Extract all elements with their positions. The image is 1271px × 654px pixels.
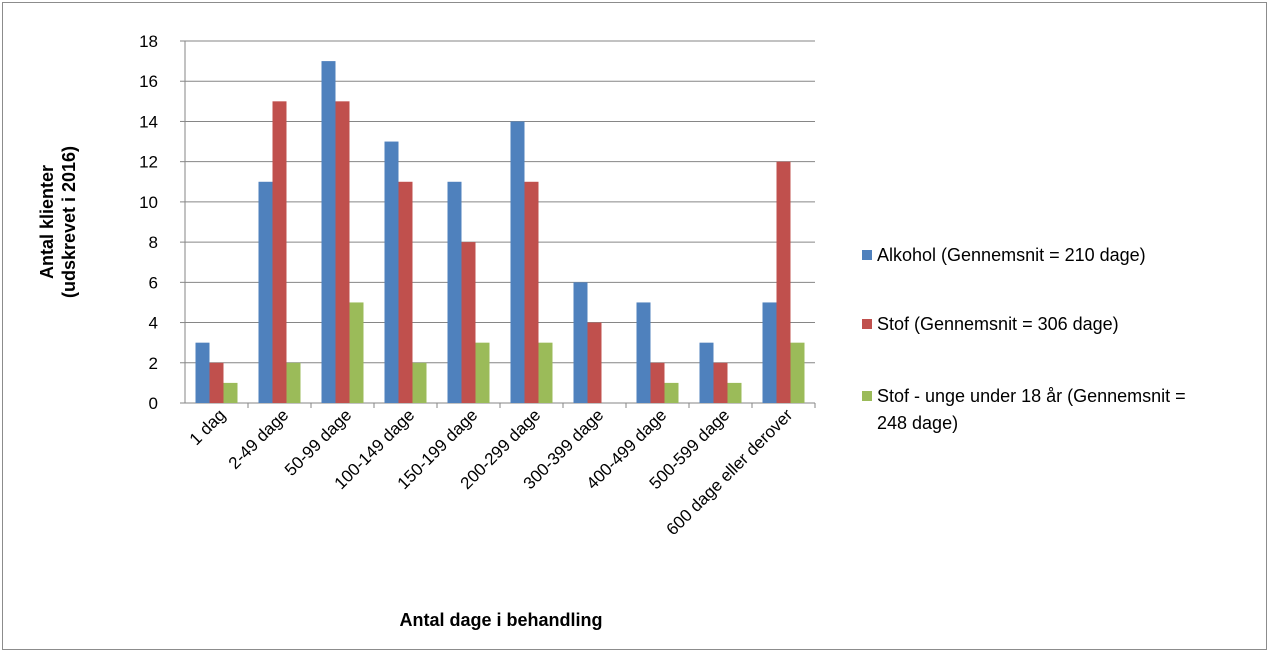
legend-swatch [862, 391, 872, 401]
y-axis-title: Antal klienter (udskrevet i 2016) [37, 146, 79, 298]
y-tick-label: 4 [149, 314, 158, 333]
bar [349, 302, 364, 403]
bar [258, 181, 273, 403]
bar [727, 382, 742, 403]
y-tick-label: 12 [139, 153, 158, 172]
bar [272, 101, 287, 403]
bar [447, 181, 462, 403]
y-tick-label: 10 [139, 193, 158, 212]
bar [223, 382, 238, 403]
y-axis-title-line: Antal klienter [37, 165, 57, 279]
bar [335, 101, 350, 403]
legend-label: Stof (Gennemsnit = 306 dage) [877, 314, 1119, 334]
y-tick-label: 6 [149, 273, 158, 292]
legend-label: Alkohol (Gennemsnit = 210 dage) [877, 245, 1146, 265]
bar [790, 342, 805, 403]
legend-label: Stof - unge under 18 år (Gennemsnit = [877, 386, 1186, 406]
bar [195, 342, 210, 403]
bar [461, 242, 476, 403]
bar [321, 61, 336, 403]
bar [209, 362, 224, 403]
bar [398, 181, 413, 403]
bar [384, 141, 399, 404]
y-tick-label: 2 [149, 354, 158, 373]
bar [699, 342, 714, 403]
bar [286, 362, 301, 403]
bar [636, 302, 651, 403]
y-tick-label: 8 [149, 233, 158, 252]
y-tick-label: 0 [149, 394, 158, 413]
bar [524, 181, 539, 403]
bar [762, 302, 777, 403]
legend-label: 248 dage) [877, 413, 958, 433]
y-tick-label: 16 [139, 72, 158, 91]
x-tick-label: 1 dag [186, 405, 230, 449]
bar [475, 342, 490, 403]
bar [713, 362, 728, 403]
bar [664, 382, 679, 403]
y-axis-title-line: (udskrevet i 2016) [59, 146, 79, 298]
y-tick-label: 18 [139, 32, 158, 51]
x-axis-title: Antal dage i behandling [399, 610, 602, 630]
bar [776, 161, 791, 403]
bar [510, 121, 525, 403]
x-tick-label: 600 dage eller derover [663, 405, 797, 539]
y-tick-label: 14 [139, 112, 158, 131]
bar [650, 362, 665, 403]
x-tick-label: 2-49 dage [225, 405, 293, 473]
legend-swatch [862, 250, 872, 260]
bar [412, 362, 427, 403]
legend-swatch [862, 319, 872, 329]
bar [538, 342, 553, 403]
bar [587, 322, 602, 403]
bar [573, 282, 588, 403]
